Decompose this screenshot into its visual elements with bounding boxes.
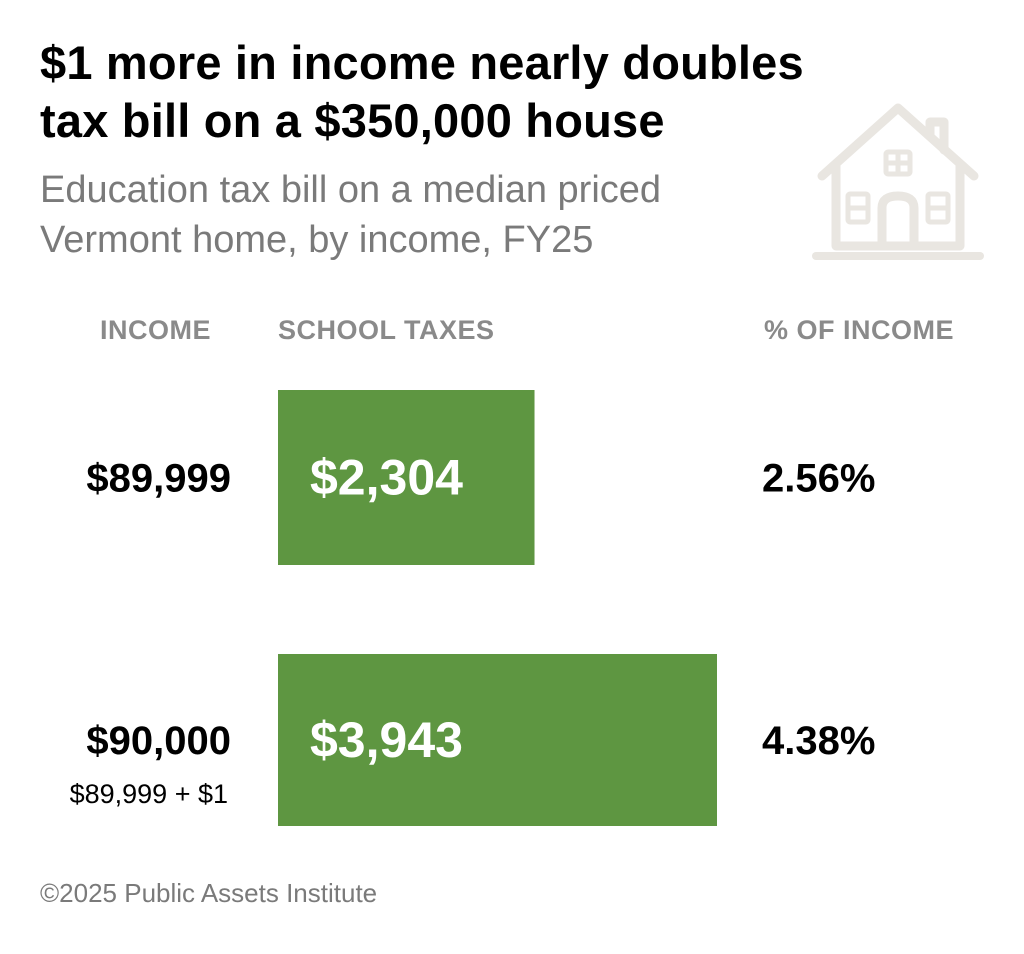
percent-of-income-label: 4.38%: [762, 719, 875, 763]
percent-income-column-header: % OF INCOME: [764, 315, 955, 345]
income-category-label: $90,000: [86, 719, 231, 763]
income-column-header: INCOME: [100, 315, 211, 345]
percent-of-income-label: 2.56%: [762, 457, 875, 501]
copyright-footer: ©2025 Public Assets Institute: [40, 878, 378, 908]
bar-value-label: $2,304: [310, 450, 463, 506]
bar-chart: $2,304 $89,999 2.56% $3,943 $90,000 $89,999 +…: [70, 390, 875, 826]
subtitle-line-1: Education tax bill on a median priced: [40, 169, 662, 211]
title-line-2: tax bill on a $350,000 house: [40, 94, 665, 147]
house-icon: [812, 103, 984, 260]
bar-1: [278, 654, 717, 826]
income-category-note: $89,999 + $1: [70, 779, 228, 809]
bar-0: [278, 390, 535, 565]
subtitle-line-2: Vermont home, by income, FY25: [40, 219, 594, 261]
chart-title: $1 more in income nearly doubles tax bil…: [40, 34, 1000, 150]
school-taxes-column-header: SCHOOL TAXES: [278, 315, 495, 345]
chart-subtitle: Education tax bill on a median priced Ve…: [40, 165, 800, 265]
title-line-1: $1 more in income nearly doubles: [40, 36, 804, 89]
bar-value-label: $3,943: [310, 712, 463, 768]
income-category-label: $89,999: [86, 457, 231, 501]
